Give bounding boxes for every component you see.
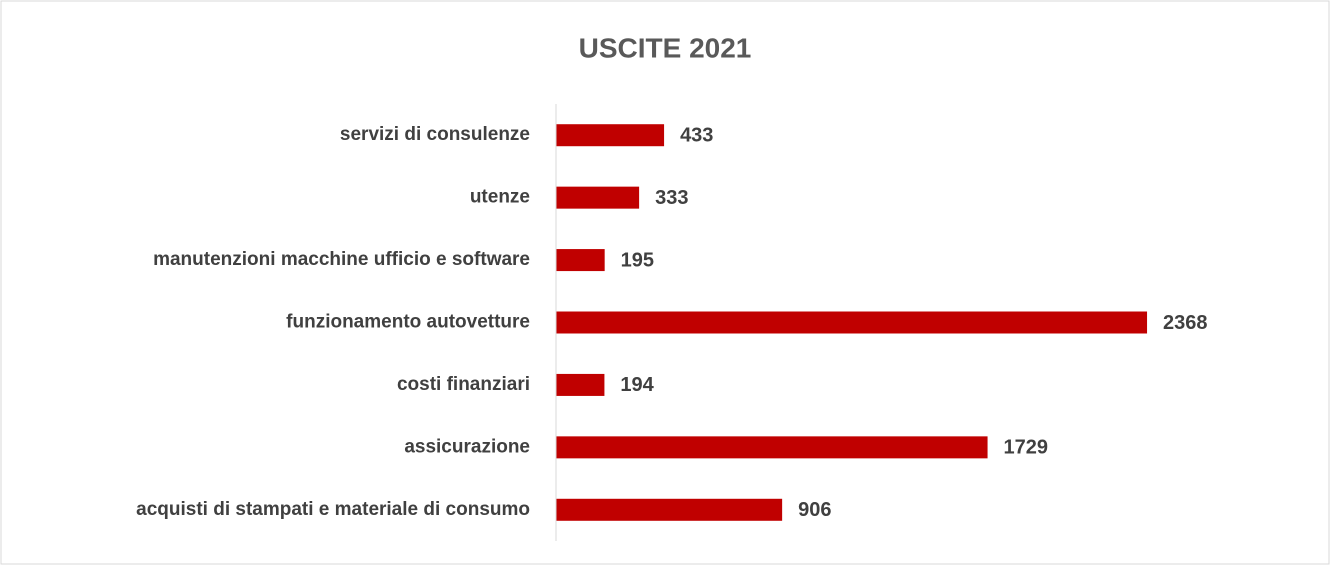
- data-label: 333: [655, 187, 688, 209]
- y-tick-label: manutenzioni macchine ufficio e software: [153, 249, 530, 270]
- bar: [556, 311, 1148, 334]
- data-label: 2368: [1163, 312, 1208, 334]
- bar: [556, 249, 605, 272]
- y-tick-label: acquisti di stampati e materiale di cons…: [136, 499, 530, 520]
- bar: [556, 498, 783, 521]
- data-label: 433: [680, 124, 713, 146]
- bar: [556, 436, 988, 459]
- y-tick-label: utenze: [470, 187, 530, 208]
- bar: [556, 373, 605, 396]
- data-label: 1729: [1004, 437, 1048, 459]
- data-label: 194: [620, 374, 654, 396]
- y-tick-label: assicurazione: [404, 436, 530, 457]
- data-label: 195: [621, 249, 654, 271]
- bar: [556, 186, 640, 209]
- bar: [556, 124, 665, 147]
- y-tick-label: servizi di consulenze: [340, 124, 530, 145]
- data-label: 906: [798, 499, 831, 521]
- chart-title: USCITE 2021: [579, 32, 752, 63]
- y-tick-label: costi finanziari: [397, 374, 530, 395]
- y-tick-label: funzionamento autovetture: [286, 312, 530, 333]
